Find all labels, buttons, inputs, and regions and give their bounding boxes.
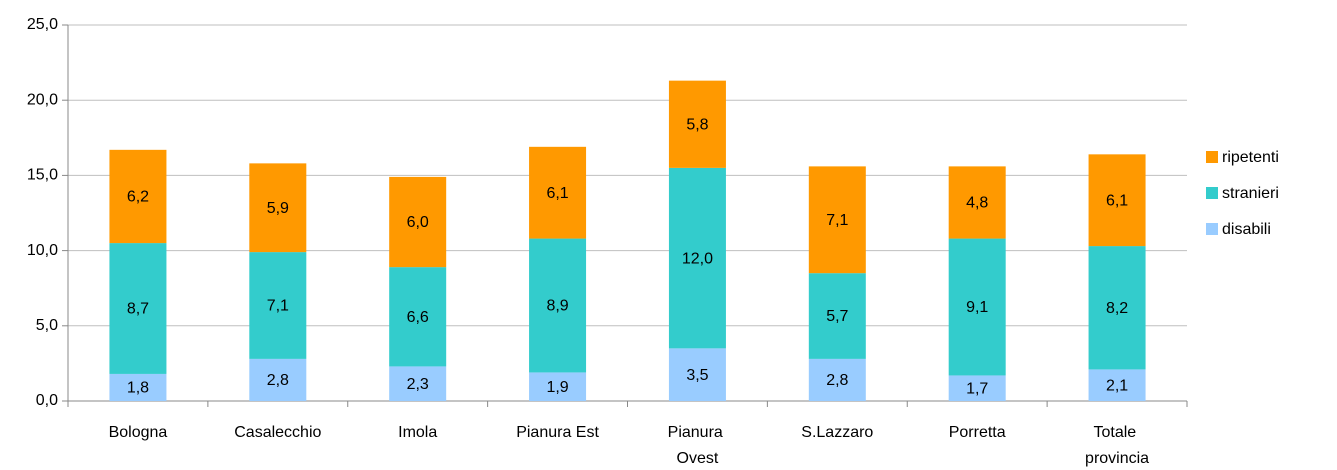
data-label: 1,9 [546, 379, 568, 396]
bar-segment [389, 176, 447, 268]
bar-segment [808, 166, 866, 274]
bar-segment [529, 238, 587, 373]
data-label: 6,6 [407, 309, 429, 326]
bar-segment [249, 358, 307, 401]
data-label: 2,8 [826, 372, 848, 389]
data-label: 2,1 [1106, 377, 1128, 394]
legend-swatch [1206, 151, 1218, 163]
legend-label: disabili [1222, 221, 1271, 238]
bar-segment [808, 358, 866, 401]
bar-segment [249, 252, 307, 359]
x-tick-label: Porretta [949, 424, 1006, 441]
bar-segment [109, 373, 167, 401]
y-tick-label: 15,0 [27, 167, 58, 184]
data-label: 2,3 [407, 376, 429, 393]
data-label: 12,0 [682, 250, 713, 267]
bar-segment [249, 163, 307, 253]
bar-segment [948, 166, 1006, 239]
y-tick-label: 25,0 [27, 16, 58, 33]
data-label: 9,1 [966, 299, 988, 316]
bar-segment [109, 243, 167, 374]
y-tick-label: 0,0 [36, 392, 58, 409]
data-label: 1,7 [966, 380, 988, 397]
data-label: 7,1 [267, 298, 289, 315]
bar-segment [668, 348, 726, 401]
data-label: 6,1 [546, 185, 568, 202]
bar-segment [389, 267, 447, 367]
legend-label: stranieri [1222, 185, 1279, 202]
data-label: 8,7 [127, 301, 149, 318]
y-tick-label: 5,0 [36, 317, 58, 334]
x-tick-label: S.Lazzaro [801, 424, 873, 441]
data-label: 4,8 [966, 195, 988, 212]
data-label: 5,8 [686, 116, 708, 133]
data-label: 8,9 [546, 298, 568, 315]
data-label: 8,2 [1106, 300, 1128, 317]
x-tick-label: Casalecchio [234, 424, 321, 441]
bar-segment [109, 149, 167, 244]
bar-segment [389, 366, 447, 401]
data-label: 5,7 [826, 308, 848, 325]
legend-swatch [1206, 187, 1218, 199]
x-tick-label: Pianura Ovest [668, 424, 728, 467]
bar-segment [1088, 246, 1146, 370]
data-label: 3,5 [686, 367, 708, 384]
bar-segment [1088, 369, 1146, 401]
bar-segment [668, 80, 726, 168]
bar-segment [1088, 154, 1146, 247]
bar-segment [808, 273, 866, 359]
bar-segment [948, 375, 1006, 401]
y-tick-label: 20,0 [27, 91, 58, 108]
data-label: 5,9 [267, 200, 289, 217]
data-label: 6,2 [127, 189, 149, 206]
bar-segment [529, 372, 587, 401]
bar-segment [668, 167, 726, 349]
legend-label: ripetenti [1222, 149, 1279, 166]
data-label: 6,0 [407, 214, 429, 231]
x-tick-label: Bologna [109, 424, 168, 441]
bar-segment [529, 146, 587, 239]
data-label: 1,8 [127, 380, 149, 397]
bar-segment [948, 238, 1006, 376]
x-tick-label: Imola [398, 424, 437, 441]
data-label: 2,8 [267, 372, 289, 389]
data-label: 6,1 [1106, 192, 1128, 209]
x-tick-label: Pianura Est [516, 424, 599, 441]
data-label: 7,1 [826, 212, 848, 229]
y-tick-label: 10,0 [27, 242, 58, 259]
x-tick-label: Totale provincia [1085, 424, 1149, 467]
legend-swatch [1206, 223, 1218, 235]
